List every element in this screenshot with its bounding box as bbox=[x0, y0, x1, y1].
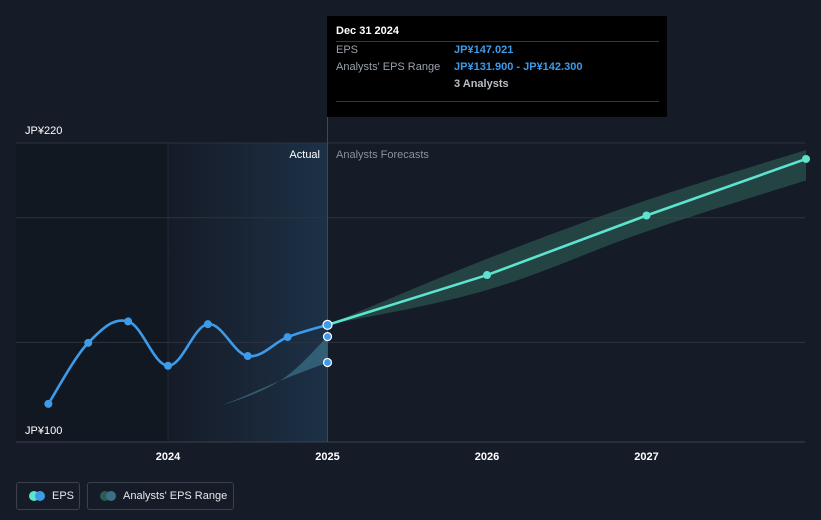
x-tick-label-2025: 2025 bbox=[315, 451, 339, 463]
past-region-shade bbox=[16, 143, 168, 442]
eps-legend-icon bbox=[29, 491, 45, 501]
eps-forecast-line bbox=[326, 157, 808, 327]
tooltip-analysts-label bbox=[336, 76, 454, 93]
forecast-point-1 bbox=[483, 271, 491, 280]
eps-point-3 bbox=[164, 361, 172, 370]
forecast-point-3 bbox=[802, 154, 810, 163]
range-point-0 bbox=[322, 332, 333, 342]
legend-item-eps[interactable]: EPS bbox=[16, 482, 80, 510]
forecast-point-2 bbox=[642, 211, 651, 220]
tooltip-date: Dec 31 2024 bbox=[336, 25, 399, 37]
tooltip-eps-value: JP¥147.021 bbox=[454, 44, 514, 56]
x-tick-label-2024: 2024 bbox=[156, 451, 181, 463]
eps-point-4 bbox=[203, 320, 212, 329]
eps-point-6 bbox=[283, 333, 292, 342]
tooltip-row-range: Analysts' EPS Range JP¥131.900 - JP¥142.… bbox=[336, 59, 659, 76]
forecast-label: Analysts Forecasts bbox=[336, 149, 429, 161]
x-tick-label-2026: 2026 bbox=[475, 451, 499, 463]
tooltip-row-analysts: 3 Analysts bbox=[336, 76, 659, 93]
eps-point-2 bbox=[124, 317, 133, 326]
y-tick-label-1: JP¥100 bbox=[25, 425, 62, 437]
tooltip-divider bbox=[336, 101, 659, 102]
eps-point-0 bbox=[44, 399, 53, 408]
y-tick-label-0: JP¥220 bbox=[25, 125, 62, 137]
tooltip-analysts-value: 3 Analysts bbox=[454, 78, 509, 90]
tooltip-row-eps: EPS JP¥147.021 bbox=[336, 41, 659, 59]
eps-point-7 bbox=[322, 319, 333, 330]
forecast-range-band bbox=[327, 149, 806, 325]
actual-label: Actual bbox=[289, 149, 320, 161]
eps-range-legend-icon bbox=[100, 491, 116, 501]
legend-label-eps-range: Analysts' EPS Range bbox=[123, 490, 228, 502]
eps-point-5 bbox=[243, 352, 252, 361]
legend-item-eps-range[interactable]: Analysts' EPS Range bbox=[87, 482, 234, 510]
range-point-1 bbox=[322, 357, 333, 368]
eps-point-1 bbox=[84, 338, 93, 347]
x-tick-label-2027: 2027 bbox=[634, 451, 658, 463]
tooltip: Dec 31 2024 EPS JP¥147.021 Analysts' EPS… bbox=[327, 16, 667, 117]
tooltip-range-value: JP¥131.900 - JP¥142.300 bbox=[454, 61, 583, 73]
actual-region-shade bbox=[168, 143, 328, 442]
tooltip-range-label: Analysts' EPS Range bbox=[336, 61, 441, 73]
tooltip-eps-label: EPS bbox=[336, 44, 359, 56]
legend-label-eps: EPS bbox=[52, 490, 75, 502]
